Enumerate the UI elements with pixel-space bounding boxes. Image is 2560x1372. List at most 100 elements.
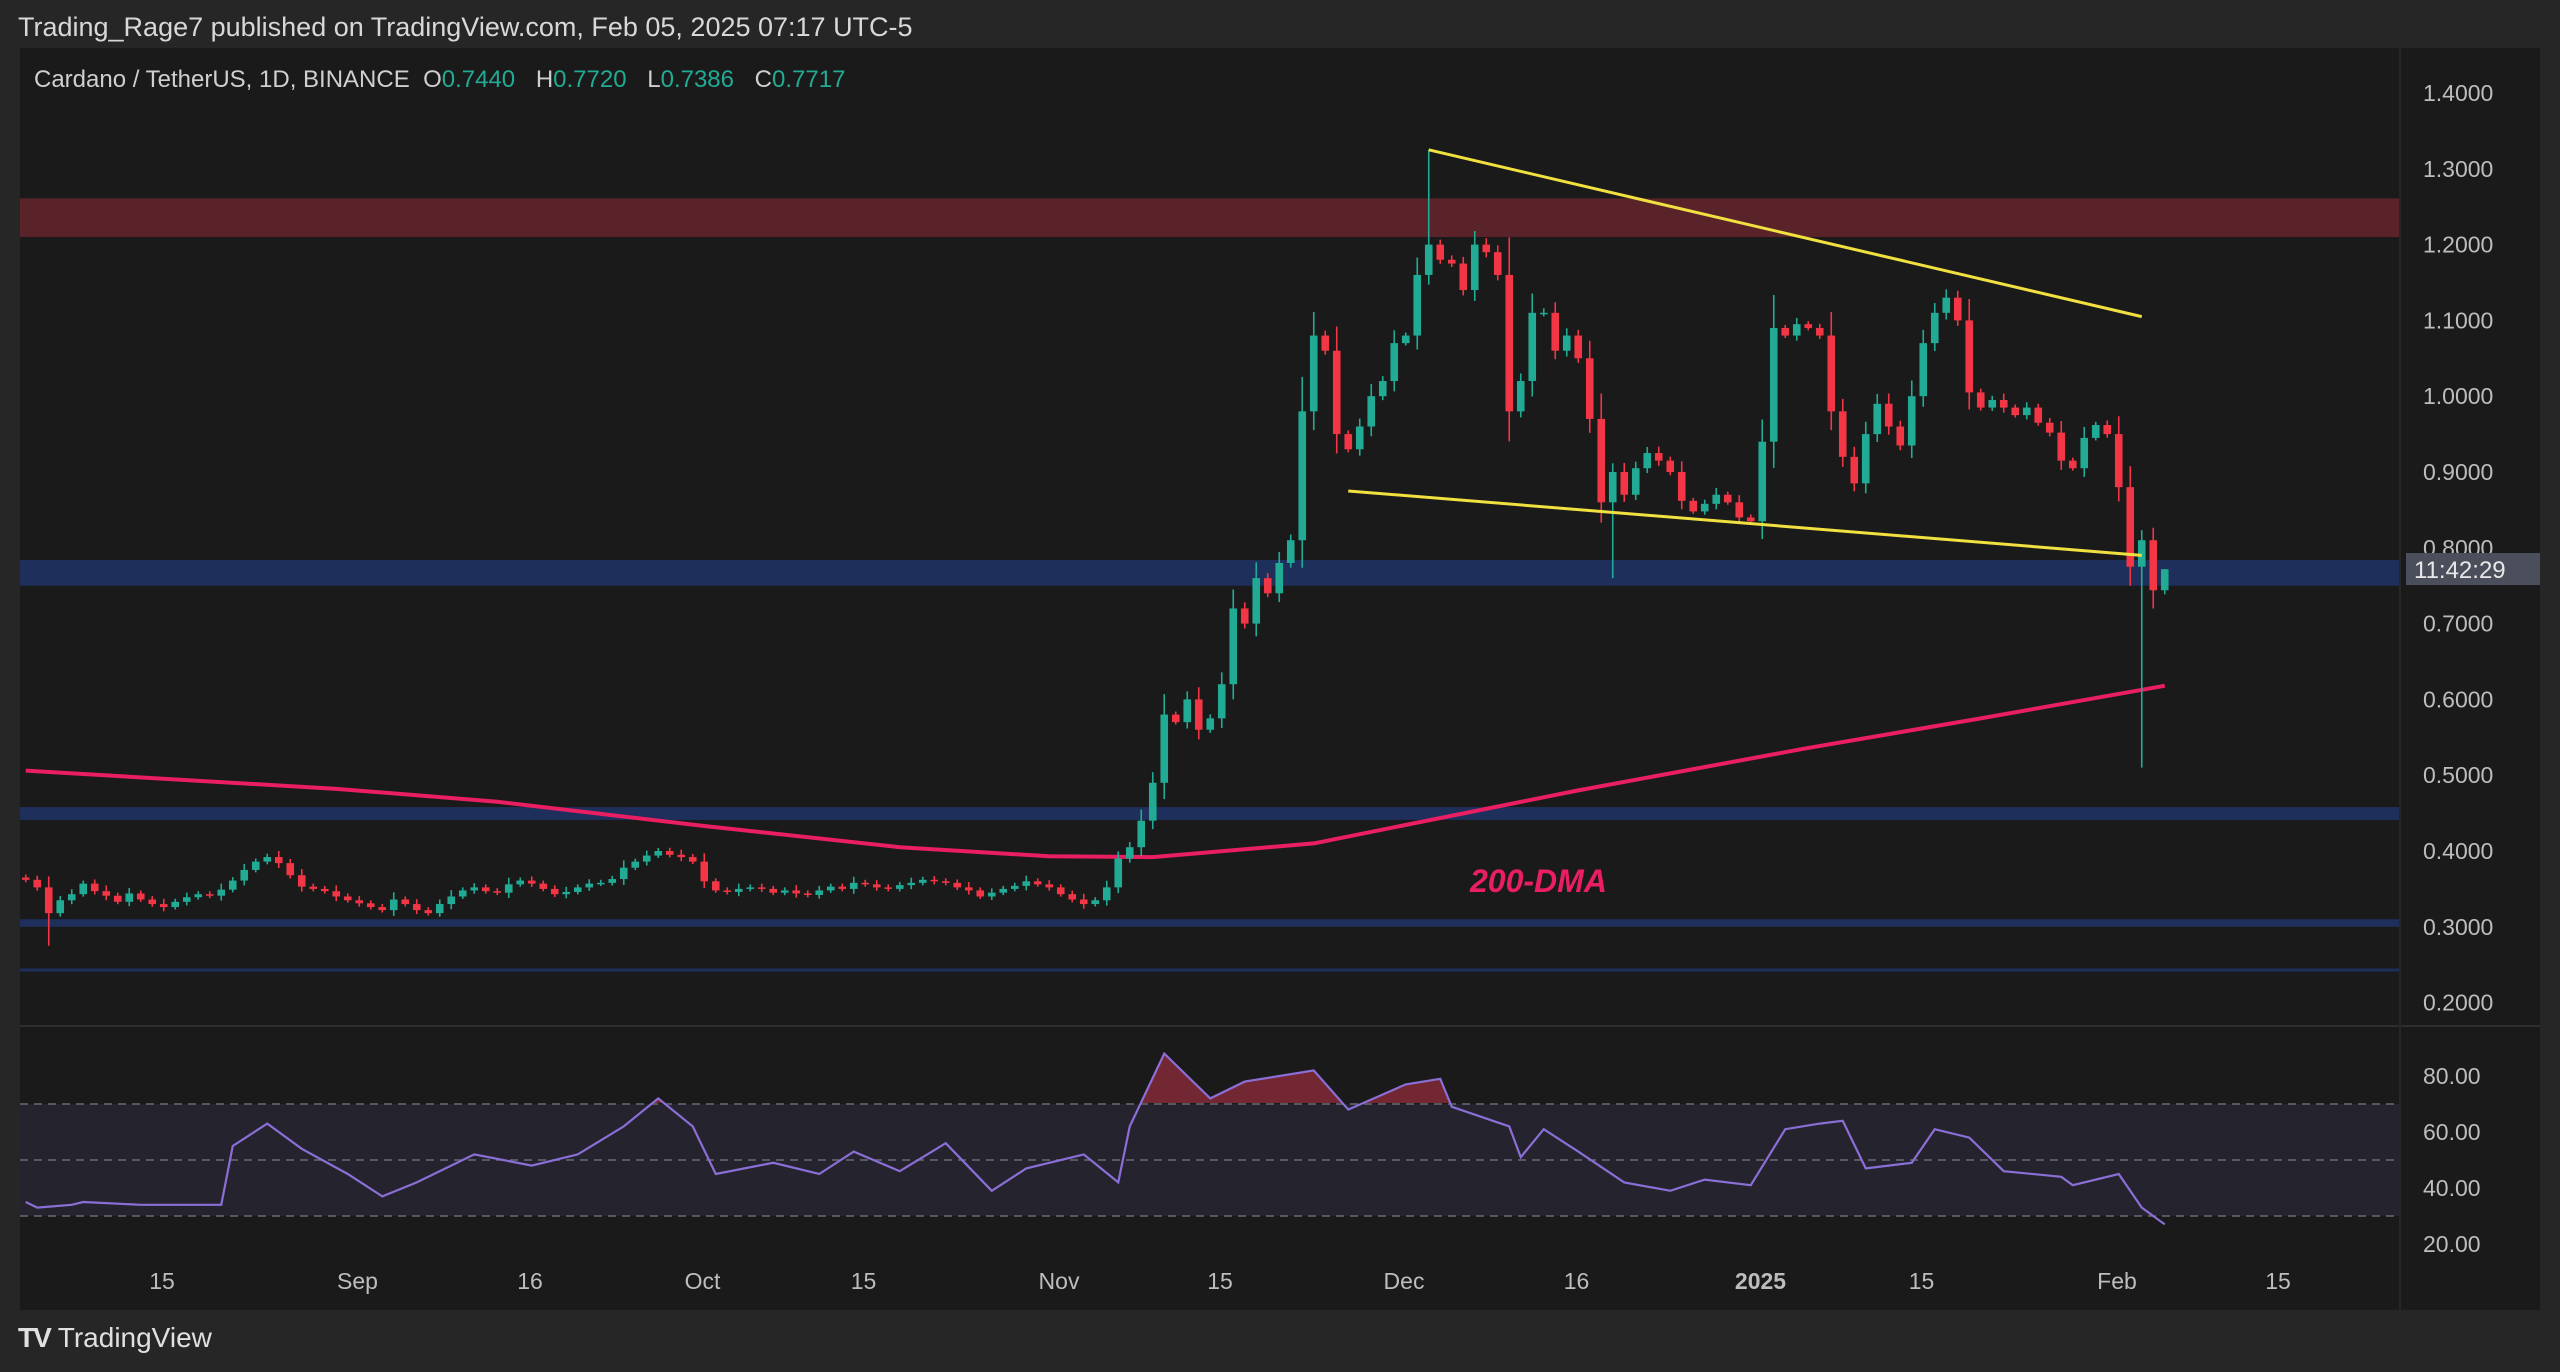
- candle-body: [113, 895, 122, 902]
- candle: [1930, 302, 1939, 352]
- candle: [182, 892, 191, 906]
- candle: [769, 885, 778, 896]
- candle-body: [1516, 381, 1525, 412]
- candle-body: [343, 896, 352, 901]
- candle: [2057, 421, 2066, 470]
- candle-body: [746, 887, 755, 889]
- candle: [826, 883, 835, 893]
- candle: [1781, 324, 1790, 338]
- candle-body: [79, 883, 88, 895]
- candle: [1424, 149, 1433, 285]
- rsi-tick-label: 40.00: [2423, 1175, 2481, 1201]
- candle: [378, 904, 387, 913]
- candle-body: [550, 888, 559, 895]
- candle-body: [895, 885, 904, 889]
- candle-body: [1815, 327, 1824, 336]
- candle: [1309, 312, 1318, 431]
- candle: [2160, 569, 2169, 595]
- candle: [792, 885, 801, 898]
- candle: [1988, 395, 1997, 411]
- candle-body: [1148, 782, 1157, 821]
- candle: [1723, 491, 1732, 505]
- candle-body: [527, 880, 536, 884]
- candle: [1217, 672, 1226, 728]
- candle-body: [619, 867, 628, 880]
- candle: [1148, 772, 1157, 830]
- candle: [861, 879, 870, 887]
- candle: [700, 853, 709, 888]
- candle-body: [1861, 434, 1870, 484]
- zone-support-4: [20, 968, 2400, 972]
- candle-body: [1355, 426, 1364, 450]
- y-tick-label: 1.4000: [2423, 80, 2493, 106]
- candle: [1528, 293, 1537, 397]
- candle-body: [872, 884, 881, 888]
- candle-body: [171, 901, 180, 908]
- close-key: C: [754, 66, 773, 93]
- candle-body: [654, 851, 663, 856]
- x-tick-label: 15: [851, 1268, 877, 1294]
- candle-body: [665, 851, 674, 855]
- candle: [2034, 403, 2043, 426]
- candle-body: [1470, 244, 1479, 291]
- candle: [1884, 393, 1893, 435]
- candle-body: [389, 899, 398, 911]
- candle-body: [849, 882, 858, 889]
- candle: [1677, 461, 1686, 510]
- candle: [1620, 462, 1629, 503]
- candle: [1263, 573, 1272, 598]
- candle: [217, 883, 226, 901]
- candle: [872, 880, 881, 891]
- candle-body: [930, 879, 939, 882]
- candle-body: [1988, 399, 1997, 408]
- candle: [2022, 402, 2031, 420]
- candle: [838, 883, 847, 892]
- candle-body: [1677, 472, 1686, 501]
- candle: [734, 883, 743, 897]
- candle: [1562, 328, 1571, 357]
- candle: [631, 858, 640, 871]
- candle: [67, 889, 76, 905]
- candle: [251, 858, 260, 873]
- candle: [1976, 388, 1985, 411]
- candle-body: [918, 879, 927, 883]
- symbol-label[interactable]: Cardano / TetherUS, 1D, BINANCE: [34, 66, 410, 93]
- candle: [148, 896, 157, 907]
- candle-body: [780, 890, 789, 893]
- candle-body: [1022, 881, 1031, 886]
- candle-body: [1930, 312, 1939, 344]
- candle: [780, 887, 789, 896]
- candle-body: [1838, 411, 1847, 457]
- candle-body: [447, 896, 456, 905]
- candle-body: [1746, 517, 1755, 522]
- candle-body: [792, 890, 801, 894]
- tradingview-brand[interactable]: TV TradingView: [18, 1322, 212, 1354]
- candle: [711, 878, 720, 893]
- candle: [1068, 890, 1077, 903]
- x-tick-label: Nov: [1039, 1268, 1080, 1294]
- candle-body: [1413, 274, 1422, 336]
- candle-body: [21, 877, 30, 880]
- candle: [1700, 499, 1709, 515]
- candle: [884, 884, 893, 892]
- y-tick-label: 0.9000: [2423, 459, 2493, 485]
- candle: [1194, 687, 1203, 740]
- trendline-upper[interactable]: [1428, 148, 2143, 319]
- candle-body: [44, 887, 53, 914]
- candle: [297, 869, 306, 892]
- candle-body: [1896, 426, 1905, 446]
- candle: [44, 876, 53, 946]
- candle-body: [205, 894, 214, 896]
- candle: [1689, 497, 1698, 514]
- candle-body: [1401, 335, 1410, 344]
- candle-body: [573, 887, 582, 892]
- candle: [1286, 534, 1295, 568]
- candle-body: [1160, 714, 1169, 783]
- trendline-lower[interactable]: [1348, 489, 2142, 557]
- candle: [1585, 340, 1594, 433]
- candle-body: [562, 891, 571, 895]
- candle: [1838, 398, 1847, 467]
- candle: [2126, 466, 2135, 586]
- high-value: 0.7720: [553, 66, 627, 93]
